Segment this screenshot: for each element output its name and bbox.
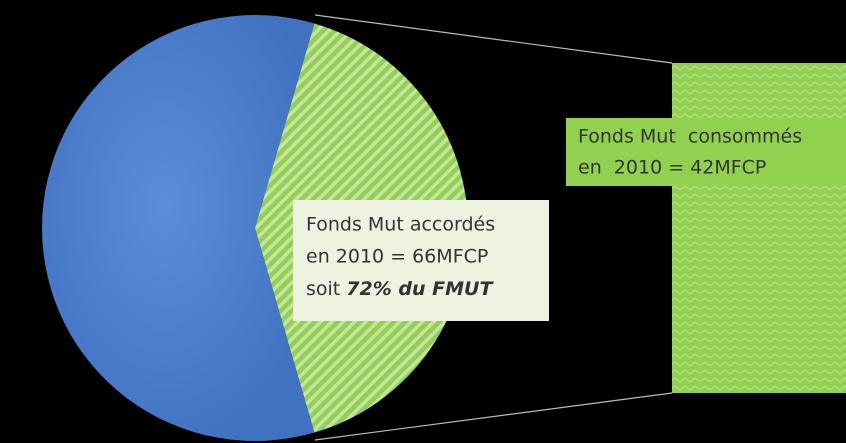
annotation-box bbox=[566, 118, 846, 186]
annotation: Fonds Mut consommés bbox=[578, 126, 802, 148]
connector bbox=[314, 14, 673, 64]
annotation-prefix: soit bbox=[306, 278, 346, 300]
annotation: en 2010 = 66MFCP bbox=[306, 246, 488, 268]
annotation-emphasis: 72% du FMUT bbox=[346, 278, 494, 300]
bar bbox=[672, 63, 846, 393]
annotation: soit 72% du FMUT bbox=[306, 278, 494, 300]
annotation-box bbox=[293, 200, 549, 321]
annotation: en 2010 = 42MFCP bbox=[578, 157, 766, 179]
pie-slice bbox=[42, 14, 315, 441]
connector bbox=[314, 392, 673, 441]
annotation: Fonds Mut accordés bbox=[306, 214, 495, 236]
